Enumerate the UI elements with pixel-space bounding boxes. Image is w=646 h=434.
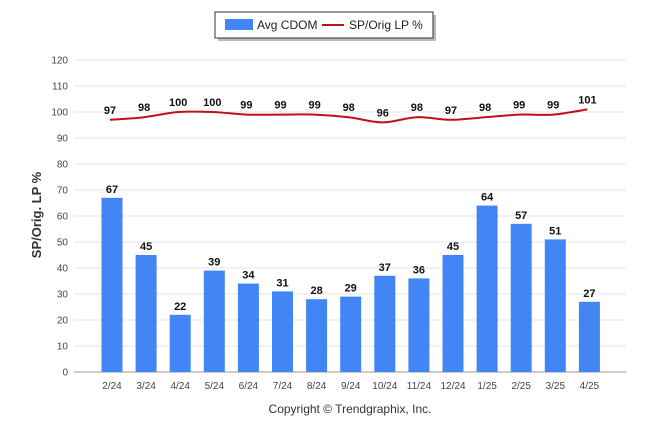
line-value-label: 99 (274, 100, 286, 112)
bar-value-label: 51 (549, 225, 561, 237)
y-tick-label: 90 (57, 134, 69, 145)
bar-value-label: 31 (276, 277, 288, 289)
legend-swatch-bar (225, 19, 253, 30)
x-tick-label: 2/25 (511, 381, 531, 392)
bar-value-label: 37 (379, 262, 391, 274)
bar (135, 255, 157, 372)
line-value-label: 100 (169, 97, 187, 109)
x-axis-ticks: 2/24 3/24 4/24 5/24 6/24 7/24 8/24 9/24 10/24 11/… (102, 381, 599, 392)
bar-value-label: 45 (140, 241, 152, 253)
line-value-label: 101 (578, 94, 596, 106)
bar-value-label: 27 (583, 288, 595, 300)
legend-label-bar: Avg CDOM (257, 18, 317, 32)
x-tick-label: 3/24 (136, 381, 156, 392)
y-tick-label: 20 (57, 316, 69, 327)
line-value-label: 99 (240, 100, 252, 112)
line-value-label: 99 (547, 100, 559, 112)
line-value-label: 98 (411, 102, 423, 114)
line-value-label: 96 (377, 107, 389, 119)
y-tick-label: 0 (62, 368, 68, 379)
y-tick-label: 110 (52, 82, 68, 93)
x-tick-label: 2/24 (102, 381, 122, 392)
y-tick-label: 10 (57, 342, 69, 353)
bar (272, 291, 293, 372)
bar (578, 301, 600, 372)
y-tick-label: 40 (57, 264, 69, 275)
x-tick-label: 1/25 (477, 381, 497, 392)
line-value-label: 97 (445, 105, 457, 117)
copyright-text: Copyright © Trendgraphix, Inc. (269, 402, 432, 416)
y-axis-label: SP/Orig. LP % (29, 171, 44, 258)
bar (237, 283, 259, 372)
x-tick-label: 4/25 (580, 381, 600, 392)
legend-label-line: SP/Orig LP % (349, 18, 423, 32)
bar-value-label: 45 (447, 241, 459, 253)
bar-value-label: 67 (106, 184, 118, 196)
x-tick-label: 12/24 (440, 381, 465, 392)
bar-value-label: 34 (242, 270, 255, 282)
bar-value-label: 28 (310, 285, 322, 297)
bar (169, 314, 191, 372)
bar-value-label: 29 (345, 283, 357, 295)
x-tick-label: 5/24 (205, 381, 225, 392)
bar-value-label: 57 (515, 210, 527, 222)
x-tick-label: 3/25 (546, 381, 566, 392)
x-tick-label: 9/24 (341, 381, 361, 392)
bar-value-label: 64 (481, 192, 494, 204)
y-axis-ticks: 0 10 20 30 40 50 60 70 80 90 100 110 120 (51, 56, 68, 379)
line-value-label: 99 (308, 100, 320, 112)
y-tick-label: 80 (57, 160, 69, 171)
line-value-label: 98 (343, 102, 355, 114)
line-value-label: 99 (513, 100, 525, 112)
bar (476, 205, 498, 372)
bar (306, 299, 328, 372)
line-value-label: 100 (203, 97, 221, 109)
bar (442, 255, 464, 372)
line-series (109, 108, 588, 124)
bar-value-label: 39 (208, 257, 220, 269)
line-data-labels: 97 98 100 100 99 99 99 98 96 98 97 98 99 99 101 (104, 94, 597, 119)
x-tick-label: 8/24 (307, 381, 327, 392)
line-value-label: 97 (104, 105, 116, 117)
bar (408, 278, 430, 372)
x-tick-label: 11/24 (407, 381, 432, 392)
y-tick-label: 70 (57, 186, 69, 197)
y-tick-label: 100 (51, 108, 68, 119)
gridlines (74, 59, 626, 373)
y-tick-label: 50 (57, 238, 69, 249)
bar-value-label: 36 (413, 264, 425, 276)
y-tick-label: 30 (57, 290, 69, 301)
x-tick-label: 6/24 (239, 381, 259, 392)
x-tick-label: 7/24 (273, 381, 293, 392)
bar (544, 239, 566, 372)
bar-data-labels: 67 45 22 39 34 31 28 29 37 36 45 64 57 51 27 (106, 184, 596, 313)
x-tick-label: 4/24 (170, 381, 190, 392)
bar-series (101, 197, 600, 372)
x-tick-label: 10/24 (372, 381, 397, 392)
bar (203, 270, 225, 372)
line-value-label: 98 (479, 102, 491, 114)
bar-value-label: 22 (174, 301, 186, 313)
legend: Avg CDOM SP/Orig LP % (214, 11, 436, 41)
bar (340, 296, 362, 372)
y-tick-label: 60 (57, 212, 69, 223)
bar (101, 197, 123, 372)
line-value-label: 98 (138, 102, 150, 114)
bar (510, 223, 532, 372)
bar (374, 275, 396, 372)
line-path (109, 108, 588, 124)
y-tick-label: 120 (51, 56, 68, 67)
